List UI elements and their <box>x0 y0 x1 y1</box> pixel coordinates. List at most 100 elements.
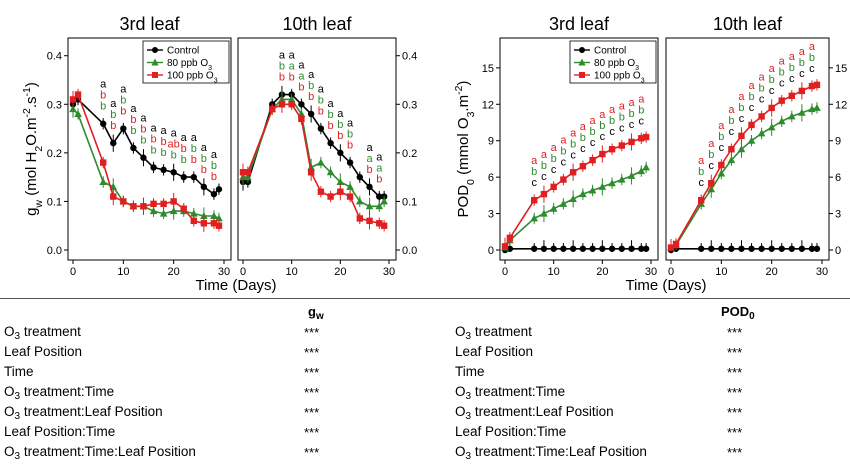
data-point <box>74 110 82 117</box>
data-point <box>579 190 587 198</box>
data-point <box>550 183 557 191</box>
x-tick-label: 10 <box>715 266 727 278</box>
table-divider <box>0 298 850 299</box>
significance-letter: b <box>337 119 343 131</box>
significance-letter: b <box>347 140 353 152</box>
data-point <box>549 204 558 212</box>
legend-marker <box>579 72 585 78</box>
significance-letter: a <box>298 59 305 71</box>
anova-significance: *** <box>727 445 743 460</box>
data-point <box>737 145 746 153</box>
data-point <box>336 178 345 185</box>
anova-row-label: Time <box>455 364 485 379</box>
anova-row-label: Leaf Position:Time <box>455 424 567 439</box>
data-point <box>708 180 715 187</box>
data-point <box>288 101 295 108</box>
significance-letter: b <box>580 132 586 144</box>
significance-letter: b <box>150 144 156 156</box>
y-tick-label: 9 <box>835 136 841 148</box>
significance-letter: b <box>748 91 754 103</box>
significance-letter: b <box>110 120 116 132</box>
y-tick-label: 3 <box>488 209 494 221</box>
significance-letter: b <box>201 164 207 176</box>
y-tick-label: 0.1 <box>402 196 417 208</box>
data-point <box>531 245 538 252</box>
significance-letter: a <box>150 122 157 134</box>
data-point <box>738 132 745 140</box>
significance-letter: a <box>799 46 806 58</box>
data-point <box>569 169 577 176</box>
legend-label: Control <box>594 46 626 57</box>
data-point <box>757 129 766 137</box>
anova-significance: *** <box>304 385 320 400</box>
data-point <box>798 87 806 95</box>
legend-label: Control <box>167 46 199 57</box>
significance-letter: a <box>738 91 745 103</box>
significance-letter: b <box>759 82 765 94</box>
data-point <box>307 169 315 176</box>
panel-title: 3rd leaf <box>119 14 180 34</box>
anova-header: gw <box>308 304 324 322</box>
data-point <box>560 245 567 252</box>
anova-significance: *** <box>727 385 743 400</box>
data-point <box>159 209 168 217</box>
data-point <box>210 212 218 219</box>
significance-letter: a <box>638 93 645 105</box>
significance-letter: c <box>639 115 645 127</box>
significance-letter: b <box>181 143 187 155</box>
significance-letter: b <box>279 61 285 73</box>
significance-letter: c <box>739 113 745 125</box>
anova-significance: *** <box>304 445 320 460</box>
significance-letter: a <box>789 51 796 63</box>
significance-letter: a <box>298 70 305 82</box>
x-tick-label: 0 <box>70 266 76 278</box>
data-point <box>366 217 373 225</box>
data-point <box>99 178 107 185</box>
significance-letter: a <box>140 113 147 125</box>
data-point <box>788 92 795 99</box>
anova-significance: *** <box>304 425 320 440</box>
significance-letter: a <box>708 138 715 150</box>
anova-row-label: O3 treatment:Leaf Position <box>455 404 614 422</box>
data-point <box>758 245 765 252</box>
data-point <box>190 217 197 225</box>
series-line <box>670 107 818 249</box>
x-axis-label: Time (Days) <box>625 277 706 294</box>
legend-marker <box>579 47 585 53</box>
data-point <box>748 121 755 129</box>
significance-letter: b <box>799 57 805 69</box>
significance-letter: a <box>130 103 137 115</box>
data-point <box>110 139 117 147</box>
significance-letter: a <box>279 50 286 62</box>
significance-letter: b <box>789 62 795 74</box>
significance-letter: b <box>120 106 126 118</box>
anova-significance: *** <box>727 425 743 440</box>
significance-letter: b <box>181 154 187 166</box>
significance-letter: a <box>181 132 188 144</box>
significance-letter: c <box>729 126 735 138</box>
data-point <box>727 156 736 164</box>
x-tick-label: 20 <box>766 266 778 278</box>
significance-letter: a <box>609 104 616 116</box>
data-point <box>717 169 726 177</box>
panel-title: 10th leaf <box>713 14 783 34</box>
data-point <box>130 144 137 152</box>
significance-letter: b <box>590 126 596 138</box>
legend-label: 80 ppb O3 <box>167 58 212 72</box>
data-point <box>638 135 645 142</box>
data-point <box>244 169 252 176</box>
data-point <box>777 117 786 125</box>
anova-row-label: Leaf Position:Time <box>4 424 116 439</box>
significance-letter: c <box>698 177 704 189</box>
significance-letter: b <box>279 72 285 84</box>
significance-letter: a <box>590 115 597 127</box>
data-point <box>375 202 384 210</box>
anova-significance: *** <box>304 325 320 340</box>
significance-letter: c <box>799 68 805 80</box>
significance-letter: a <box>570 127 577 139</box>
data-point <box>588 186 597 194</box>
significance-letter: a <box>748 80 755 92</box>
significance-letter: c <box>570 149 576 161</box>
x-tick-label: 0 <box>668 266 674 278</box>
